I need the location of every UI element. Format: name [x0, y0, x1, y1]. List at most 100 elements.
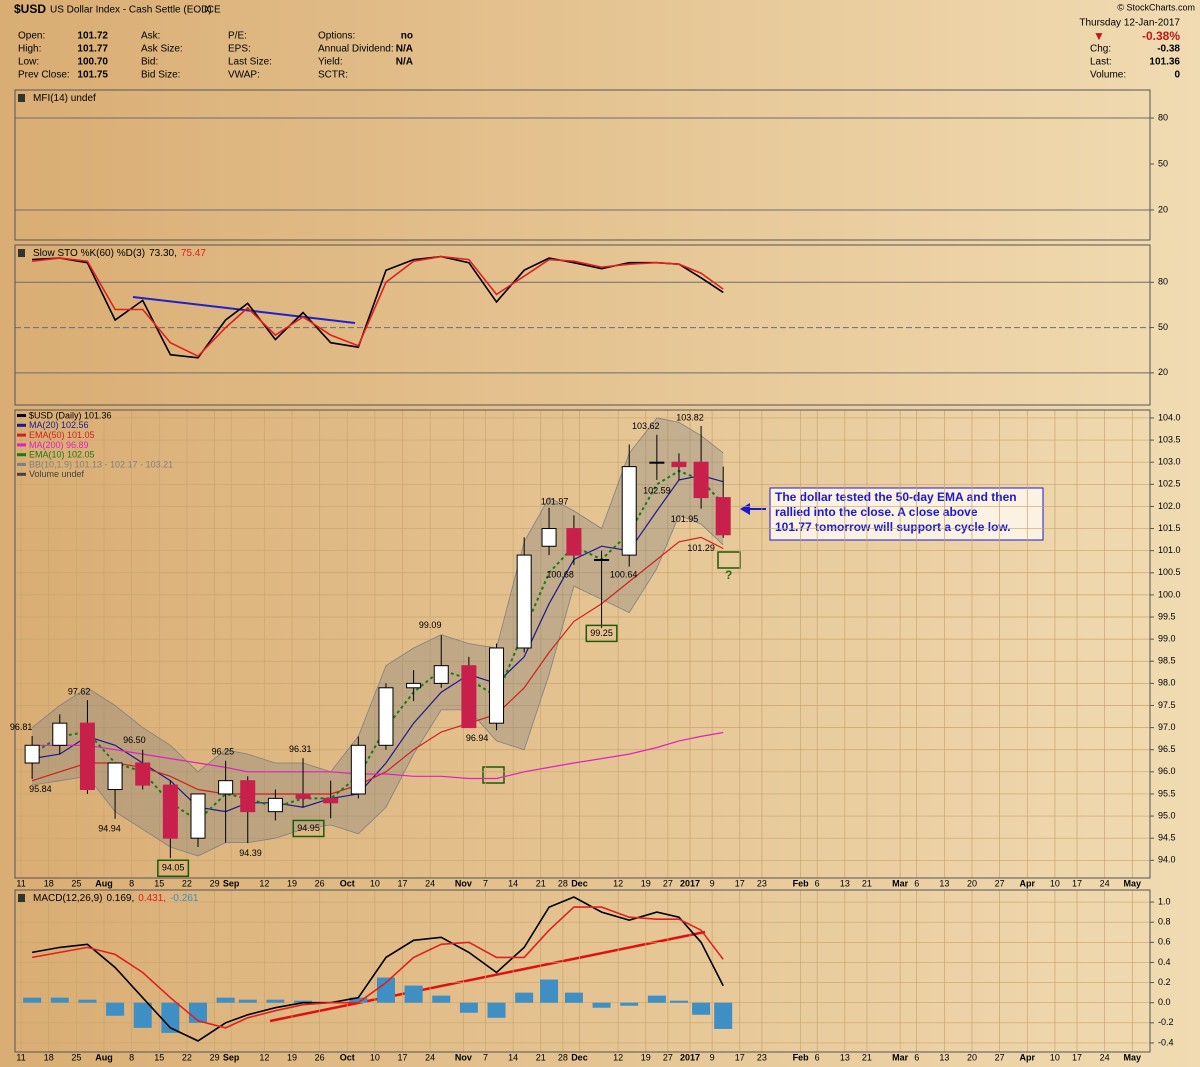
- field-label: SCTR:: [318, 70, 348, 81]
- y-tick-label: 94.0: [1158, 855, 1176, 865]
- legend-label: BB(10,1.9) 101.13 - 102.17 - 103.21: [29, 459, 173, 469]
- title-part: Slow STO %K(60) %D(3): [33, 248, 145, 259]
- x-tick-label: Sep: [223, 878, 240, 888]
- x-tick-label: Mar: [892, 878, 909, 888]
- x-tick-label: Dec: [571, 1052, 588, 1062]
- x-tick-label: Apr: [1020, 878, 1036, 888]
- x-tick-label: 11: [16, 1052, 25, 1062]
- x-tick-label: May: [1124, 1052, 1142, 1062]
- price-label: 97.62: [68, 687, 91, 697]
- series-line: [31, 906, 724, 1029]
- band-line: [31, 417, 724, 773]
- legend-swatch: [17, 433, 26, 437]
- price-label: 100.64: [610, 569, 638, 579]
- x-tick-label: 10: [370, 1052, 380, 1062]
- candle-body: [162, 784, 178, 839]
- panel-frame: [14, 89, 1151, 241]
- callout-arrowhead: [740, 503, 750, 515]
- y-tick-label: -0.2: [1158, 1017, 1174, 1027]
- title-part: 0.431,: [138, 893, 166, 904]
- candle-body: [566, 528, 582, 556]
- x-tick-label: 9: [710, 1052, 715, 1062]
- x-tick-label: 10: [370, 878, 380, 888]
- title-part: 0.169,: [106, 893, 134, 904]
- x-tick-label: 21: [536, 1052, 546, 1062]
- y-tick-label: 0.2: [1158, 977, 1171, 987]
- legend-label: Volume undef: [29, 469, 85, 479]
- overlay-line: [32, 474, 724, 813]
- field-label: Prev Close:: [18, 70, 70, 81]
- x-tick-label: 26: [315, 1052, 325, 1062]
- x-tick-label: 20: [967, 1052, 977, 1062]
- field-label: P/E:: [228, 31, 247, 42]
- marker-box: [482, 766, 505, 784]
- x-tick-label: 17: [1072, 878, 1082, 888]
- candle-body: [267, 797, 283, 813]
- candle-body: [107, 762, 123, 791]
- field-label: Options:: [318, 31, 355, 42]
- histogram-bar: [376, 977, 395, 1003]
- candle-body: [406, 682, 422, 689]
- overlay-line: [32, 731, 724, 780]
- overlay-line: [31, 469, 724, 822]
- change-pct: -0.38%: [1142, 29, 1180, 43]
- exchange: ICE: [204, 5, 221, 16]
- y-tick-label: 101.0: [1158, 545, 1181, 555]
- price-label: 96.81: [10, 722, 33, 732]
- x-tick-label: 22: [182, 878, 192, 888]
- price-label: 96.25: [212, 746, 235, 756]
- field-label: Low:: [18, 57, 39, 68]
- x-tick-label: 12: [613, 878, 623, 888]
- title-icon: [18, 894, 25, 902]
- date: Thursday 12-Jan-2017: [1079, 18, 1180, 29]
- x-tick-label: 10: [1050, 1052, 1060, 1062]
- price-label: 100.68: [546, 569, 574, 579]
- x-tick-label: Oct: [340, 878, 355, 888]
- x-tick-label: 23: [757, 1052, 767, 1062]
- price-label: 103.62: [632, 421, 660, 431]
- y-tick-label: 98.5: [1158, 656, 1176, 666]
- histogram-bar: [50, 997, 69, 1003]
- x-tick-label: 6: [914, 878, 919, 888]
- x-tick-label: 27: [663, 878, 673, 888]
- panel-title: Slow STO %K(60) %D(3) 73.30, 75.47: [33, 248, 206, 259]
- x-tick-label: 22: [182, 1052, 192, 1062]
- legend-label: $USD (Daily) 101.36: [29, 410, 112, 420]
- y-tick-label: 0.6: [1158, 937, 1171, 947]
- candle-body: [135, 762, 151, 786]
- candle-body: [433, 665, 449, 684]
- price-label: ?: [725, 568, 732, 582]
- x-tick-label: 24: [1100, 1052, 1110, 1062]
- x-tick-label: 12: [259, 1052, 269, 1062]
- x-tick-label: 11: [16, 878, 25, 888]
- histogram-bar: [133, 1002, 152, 1028]
- histogram-bar: [647, 995, 666, 1003]
- y-tick-label: 100.5: [1158, 567, 1181, 577]
- field-value: -0.38: [1157, 44, 1180, 55]
- overlay-line: [31, 536, 724, 795]
- legend-swatch: [17, 414, 26, 417]
- field-label: EPS:: [228, 44, 251, 55]
- x-tick-label: 24: [425, 1052, 435, 1062]
- x-tick-label: 28: [558, 1052, 568, 1062]
- candle-body: [516, 554, 532, 649]
- histogram-bar: [404, 985, 423, 1003]
- candle-body: [218, 780, 234, 795]
- x-tick-label: 20: [967, 878, 977, 888]
- series-line: [32, 255, 724, 358]
- x-tick-label: 29: [210, 1052, 220, 1062]
- price-label: 96.94: [466, 733, 489, 743]
- price-label: 101.29: [687, 543, 715, 553]
- x-tick-label: 8: [129, 1052, 134, 1062]
- y-tick-label: 20: [1158, 204, 1168, 214]
- histogram-bar: [294, 1000, 313, 1003]
- candle-body: [79, 722, 95, 791]
- field-value: 101.72: [77, 31, 108, 42]
- y-tick-label: 0.0: [1158, 997, 1171, 1007]
- histogram-bar: [564, 992, 583, 1003]
- field-label: Volume:: [1090, 70, 1126, 81]
- legend-label: MA(20) 102.56: [29, 420, 89, 430]
- x-tick-label: Feb: [793, 878, 810, 888]
- x-tick-label: 21: [862, 878, 872, 888]
